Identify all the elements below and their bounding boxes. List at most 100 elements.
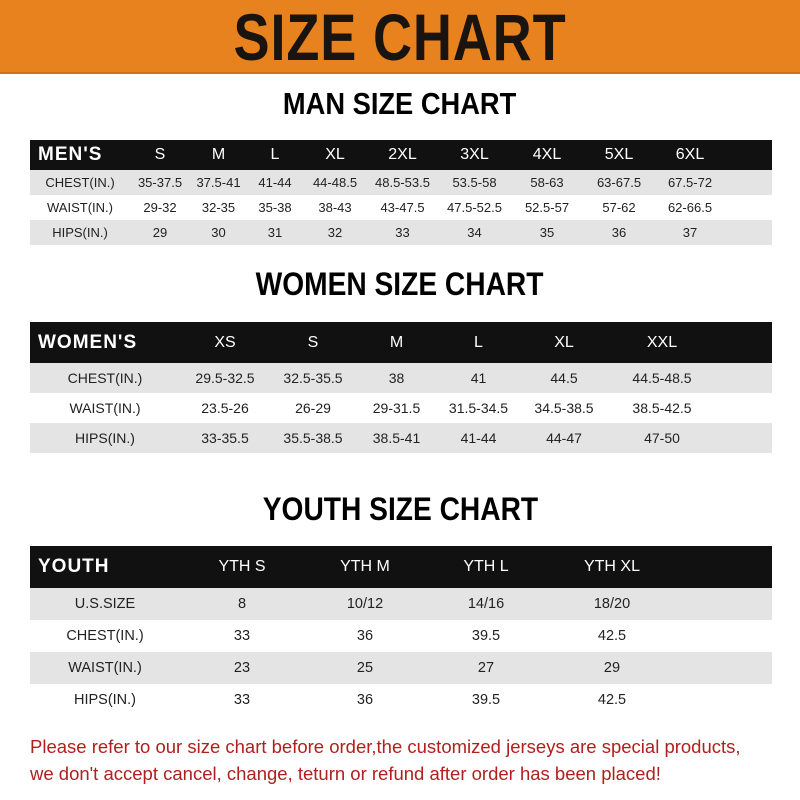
size-header-cell: M xyxy=(356,322,437,363)
size-header-cell: 3XL xyxy=(438,140,511,170)
youth-title-text: YOUTH SIZE CHART xyxy=(262,491,538,527)
table-cell: 44-47 xyxy=(520,423,608,453)
table-cell: 25 xyxy=(304,652,426,684)
size-header-cell: YTH XL xyxy=(546,546,678,588)
table-header-row: MEN'S S M L XL 2XL 3XL 4XL 5XL 6XL xyxy=(30,140,772,170)
table-cell: 10/12 xyxy=(304,588,426,620)
table-cell: 47-50 xyxy=(608,423,716,453)
table-row: WAIST(IN.) 29-32 32-35 35-38 38-43 43-47.5 47.… xyxy=(30,195,772,220)
table-row: CHEST(IN.) 29.5-32.5 32.5-35.5 38 41 44.5 44.5… xyxy=(30,363,772,393)
table-title-cell: YOUTH xyxy=(30,546,180,588)
table-header-row: YOUTH YTH S YTH M YTH L YTH XL xyxy=(30,546,772,588)
table-cell: 29-32 xyxy=(130,195,190,220)
table-cell: 33 xyxy=(180,620,304,652)
table-cell: 29.5-32.5 xyxy=(180,363,270,393)
size-header-cell: 6XL xyxy=(655,140,725,170)
table-cell: 30 xyxy=(190,220,247,245)
table-cell: 58-63 xyxy=(511,170,583,195)
table-cell: 18/20 xyxy=(546,588,678,620)
table-title-cell: WOMEN'S xyxy=(30,322,180,363)
table-cell: 34.5-38.5 xyxy=(520,393,608,423)
notice-line-1: Please refer to our size chart before or… xyxy=(30,736,741,757)
table-cell: 27 xyxy=(426,652,546,684)
women-size-table: WOMEN'S XS S M L XL XXL CHEST(IN.) 29.5-32.5 32.5… xyxy=(30,322,772,453)
table-cell: 43-47.5 xyxy=(367,195,438,220)
table-cell: 29-31.5 xyxy=(356,393,437,423)
table-row: HIPS(IN.) 29 30 31 32 33 34 35 36 37 xyxy=(30,220,772,245)
table-cell: 14/16 xyxy=(426,588,546,620)
men-size-table: MEN'S S M L XL 2XL 3XL 4XL 5XL 6XL CHEST(IN.) 35-37… xyxy=(30,140,772,245)
row-label: HIPS(IN.) xyxy=(30,423,180,453)
size-header-cell: L xyxy=(437,322,520,363)
row-label: CHEST(IN.) xyxy=(30,170,130,195)
table-cell: 32 xyxy=(303,220,367,245)
row-label: HIPS(IN.) xyxy=(30,220,130,245)
empty-cell xyxy=(725,220,772,245)
size-header-cell: 4XL xyxy=(511,140,583,170)
table-cell: 38-43 xyxy=(303,195,367,220)
row-label: WAIST(IN.) xyxy=(30,652,180,684)
size-header-cell: YTH L xyxy=(426,546,546,588)
table-cell: 32-35 xyxy=(190,195,247,220)
empty-cell xyxy=(716,423,772,453)
table-cell: 38 xyxy=(356,363,437,393)
table-title-cell: MEN'S xyxy=(30,140,130,170)
table-cell: 33 xyxy=(180,684,304,716)
size-header-cell: XL xyxy=(303,140,367,170)
table-cell: 67.5-72 xyxy=(655,170,725,195)
table-cell: 31.5-34.5 xyxy=(437,393,520,423)
table-cell: 35-38 xyxy=(247,195,303,220)
table-cell: 31 xyxy=(247,220,303,245)
table-cell: 35.5-38.5 xyxy=(270,423,356,453)
table-row: U.S.SIZE 8 10/12 14/16 18/20 xyxy=(30,588,772,620)
table-cell: 32.5-35.5 xyxy=(270,363,356,393)
size-header-cell: M xyxy=(190,140,247,170)
women-title-text: WOMEN SIZE CHART xyxy=(256,266,544,302)
table-cell: 29 xyxy=(546,652,678,684)
row-label: U.S.SIZE xyxy=(30,588,180,620)
table-cell: 26-29 xyxy=(270,393,356,423)
table-cell: 63-67.5 xyxy=(583,170,655,195)
size-header-cell: XS xyxy=(180,322,270,363)
table-cell: 41-44 xyxy=(437,423,520,453)
banner: SIZE CHART xyxy=(0,0,800,74)
table-row: HIPS(IN.) 33-35.5 35.5-38.5 38.5-41 41-44 44-… xyxy=(30,423,772,453)
row-label: HIPS(IN.) xyxy=(30,684,180,716)
table-cell: 35-37.5 xyxy=(130,170,190,195)
table-cell: 36 xyxy=(304,684,426,716)
empty-cell xyxy=(725,170,772,195)
table-cell: 44-48.5 xyxy=(303,170,367,195)
table-cell: 42.5 xyxy=(546,684,678,716)
empty-cell xyxy=(678,546,772,588)
table-cell: 39.5 xyxy=(426,620,546,652)
table-row: HIPS(IN.) 33 36 39.5 42.5 xyxy=(30,684,772,716)
table-cell: 48.5-53.5 xyxy=(367,170,438,195)
table-cell: 41-44 xyxy=(247,170,303,195)
row-label: CHEST(IN.) xyxy=(30,620,180,652)
table-cell: 44.5 xyxy=(520,363,608,393)
table-cell: 23.5-26 xyxy=(180,393,270,423)
youth-size-table: YOUTH YTH S YTH M YTH L YTH XL U.S.SIZE 8 10/12… xyxy=(30,546,772,716)
table-cell: 33-35.5 xyxy=(180,423,270,453)
row-label: WAIST(IN.) xyxy=(30,195,130,220)
youth-title: YOUTH SIZE CHART xyxy=(0,491,800,528)
size-header-cell: 2XL xyxy=(367,140,438,170)
table-cell: 36 xyxy=(304,620,426,652)
table-row: CHEST(IN.) 33 36 39.5 42.5 xyxy=(30,620,772,652)
table-cell: 36 xyxy=(583,220,655,245)
table-cell: 52.5-57 xyxy=(511,195,583,220)
table-cell: 47.5-52.5 xyxy=(438,195,511,220)
empty-cell xyxy=(716,322,772,363)
table-cell: 8 xyxy=(180,588,304,620)
women-title: WOMEN SIZE CHART xyxy=(0,266,800,303)
men-title-text: MAN SIZE CHART xyxy=(283,86,517,121)
table-cell: 57-62 xyxy=(583,195,655,220)
empty-cell xyxy=(678,684,772,716)
size-header-cell: 5XL xyxy=(583,140,655,170)
table-header-row: WOMEN'S XS S M L XL XXL xyxy=(30,322,772,363)
table-cell: 42.5 xyxy=(546,620,678,652)
table-cell: 35 xyxy=(511,220,583,245)
empty-cell xyxy=(716,363,772,393)
empty-cell xyxy=(725,140,772,170)
table-cell: 44.5-48.5 xyxy=(608,363,716,393)
